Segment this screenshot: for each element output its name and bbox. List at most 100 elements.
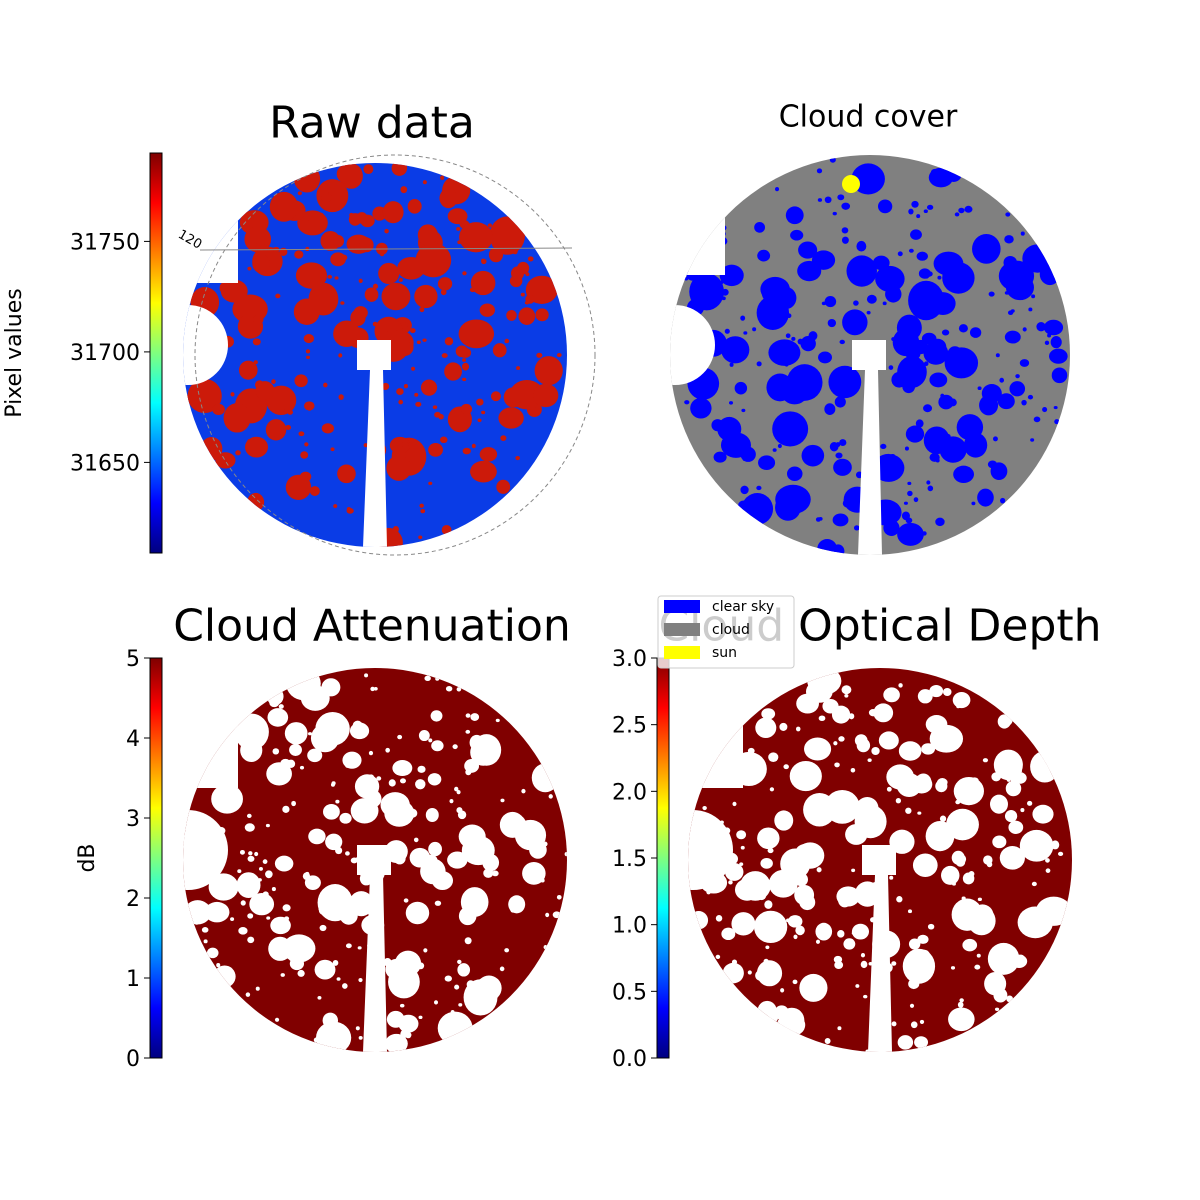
blob (441, 524, 452, 535)
blob (896, 896, 903, 903)
blob (340, 301, 345, 305)
blob (1042, 407, 1048, 413)
legend-label: cloud (712, 622, 750, 638)
blob (866, 310, 871, 315)
blob (886, 764, 915, 790)
blob (535, 308, 549, 322)
blob (989, 794, 1008, 814)
blob (903, 501, 908, 505)
blob (722, 962, 744, 984)
blob (422, 180, 427, 185)
blob (408, 341, 414, 346)
blob (816, 168, 823, 174)
blob (399, 1003, 405, 1008)
blob (460, 403, 473, 415)
blob (269, 191, 299, 222)
blob (458, 1003, 463, 1007)
blob (419, 306, 425, 313)
blob (447, 208, 468, 225)
blob (482, 854, 500, 872)
blob (454, 786, 459, 792)
blob (528, 409, 535, 415)
blob (338, 353, 343, 358)
blob (740, 315, 746, 321)
blob (247, 936, 255, 944)
blob (357, 946, 362, 950)
blob (961, 896, 966, 900)
image (183, 163, 567, 547)
blob (381, 282, 411, 311)
blob (904, 446, 909, 451)
blob (350, 309, 366, 327)
blob (416, 340, 421, 344)
blob (742, 457, 747, 461)
blob (230, 392, 235, 397)
blob (781, 381, 808, 405)
blob (481, 410, 486, 415)
blob (921, 743, 936, 755)
blob (239, 849, 245, 855)
blob (397, 734, 403, 740)
tick-label: 5 (126, 647, 140, 672)
blob (280, 758, 291, 768)
blob (516, 366, 521, 370)
blob (818, 715, 826, 722)
blob (959, 359, 964, 364)
blob (1031, 881, 1037, 887)
blob (333, 504, 338, 508)
blob (500, 435, 507, 441)
blob (385, 747, 390, 753)
blob (433, 1000, 439, 1005)
blob (761, 708, 776, 720)
blob (821, 800, 841, 821)
blob (525, 294, 535, 304)
blob (1004, 330, 1021, 344)
blob (403, 322, 409, 327)
blob (971, 501, 976, 506)
blob (401, 441, 409, 448)
blob (437, 1011, 473, 1045)
blob (1045, 868, 1051, 873)
blob (266, 916, 271, 920)
blob (267, 708, 289, 727)
blob (477, 418, 482, 423)
blob (774, 810, 794, 831)
blob (834, 762, 840, 768)
notch (688, 810, 733, 890)
blob (441, 353, 448, 358)
blob (1035, 896, 1072, 926)
blob (440, 175, 445, 180)
blob (252, 254, 271, 273)
blob (908, 280, 945, 321)
blob (831, 705, 851, 724)
blob (984, 971, 1007, 996)
blob (860, 960, 868, 969)
blob (335, 799, 340, 804)
blob (977, 236, 997, 254)
blob (414, 392, 419, 397)
blob (907, 966, 915, 973)
blob (522, 862, 546, 885)
blob (520, 292, 525, 297)
blob (543, 944, 548, 950)
blob (999, 846, 1025, 870)
blob (510, 266, 525, 281)
blob (905, 807, 912, 814)
blob (768, 339, 801, 366)
blob (827, 318, 837, 328)
blob (355, 1026, 360, 1031)
blob (495, 718, 500, 723)
blob (971, 798, 977, 803)
blob (817, 538, 837, 555)
blob (729, 362, 734, 367)
blob (309, 882, 316, 889)
tick-label: 2.0 (612, 780, 647, 805)
blob (444, 975, 452, 982)
blob (456, 687, 462, 692)
blob (458, 824, 486, 849)
blob (785, 918, 790, 923)
blob (986, 861, 993, 868)
blob (927, 485, 934, 492)
blob (295, 262, 328, 289)
blob (245, 992, 251, 997)
